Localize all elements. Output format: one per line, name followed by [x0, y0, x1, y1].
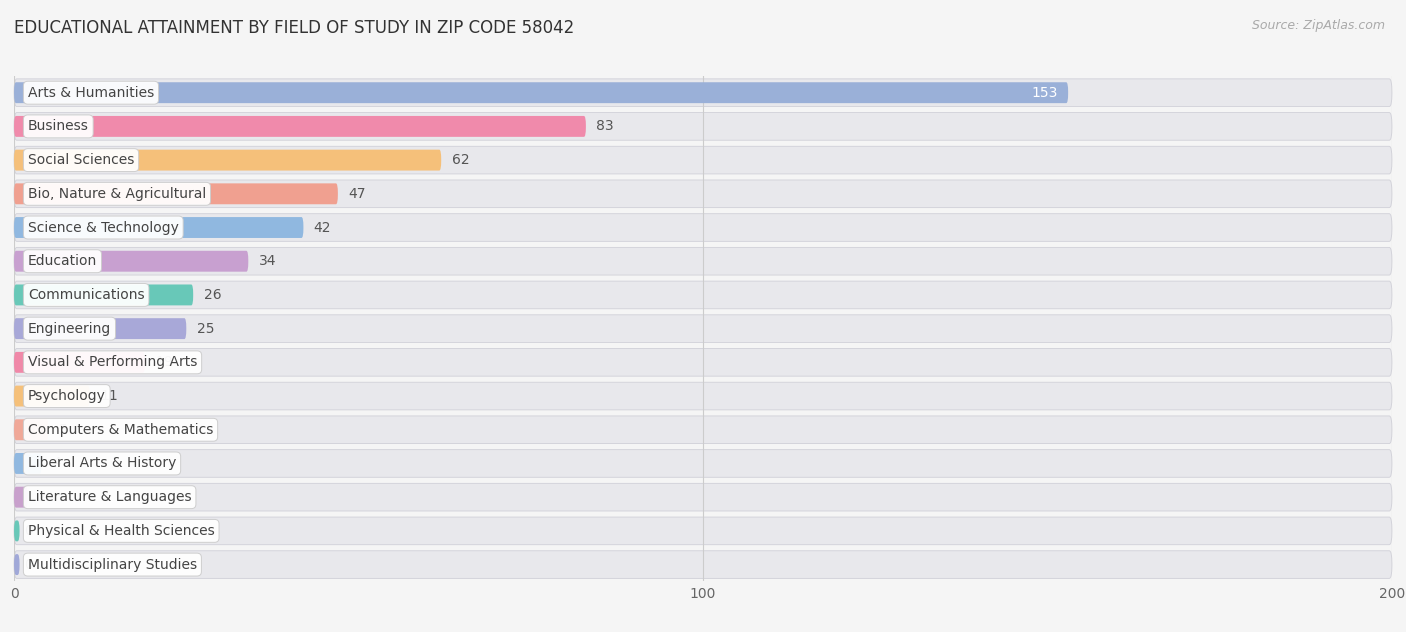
FancyBboxPatch shape [14, 348, 1392, 376]
FancyBboxPatch shape [14, 419, 48, 441]
FancyBboxPatch shape [14, 214, 1392, 241]
FancyBboxPatch shape [14, 146, 1392, 174]
Text: Source: ZipAtlas.com: Source: ZipAtlas.com [1251, 19, 1385, 32]
FancyBboxPatch shape [14, 116, 586, 137]
Text: Bio, Nature & Agricultural: Bio, Nature & Agricultural [28, 187, 207, 201]
Text: Engineering: Engineering [28, 322, 111, 336]
Text: 0: 0 [24, 524, 34, 538]
FancyBboxPatch shape [14, 217, 304, 238]
FancyBboxPatch shape [14, 520, 20, 542]
Text: 83: 83 [596, 119, 614, 133]
FancyBboxPatch shape [14, 315, 1392, 343]
FancyBboxPatch shape [14, 251, 249, 272]
Text: EDUCATIONAL ATTAINMENT BY FIELD OF STUDY IN ZIP CODE 58042: EDUCATIONAL ATTAINMENT BY FIELD OF STUDY… [14, 19, 574, 37]
FancyBboxPatch shape [14, 483, 1392, 511]
Text: 0: 0 [24, 557, 34, 571]
Text: Science & Technology: Science & Technology [28, 221, 179, 234]
Text: Education: Education [28, 254, 97, 268]
FancyBboxPatch shape [14, 180, 1392, 208]
Text: Computers & Mathematics: Computers & Mathematics [28, 423, 214, 437]
FancyBboxPatch shape [14, 318, 186, 339]
Text: 34: 34 [259, 254, 276, 268]
Text: 4: 4 [52, 456, 60, 470]
Text: 153: 153 [1032, 86, 1057, 100]
FancyBboxPatch shape [14, 247, 1392, 275]
FancyBboxPatch shape [14, 284, 193, 305]
FancyBboxPatch shape [14, 554, 20, 575]
Text: Literature & Languages: Literature & Languages [28, 490, 191, 504]
Text: Multidisciplinary Studies: Multidisciplinary Studies [28, 557, 197, 571]
FancyBboxPatch shape [14, 79, 1392, 107]
Text: Arts & Humanities: Arts & Humanities [28, 86, 155, 100]
FancyBboxPatch shape [14, 183, 337, 204]
Text: Liberal Arts & History: Liberal Arts & History [28, 456, 176, 470]
Text: 19: 19 [155, 355, 173, 369]
Text: 47: 47 [349, 187, 366, 201]
FancyBboxPatch shape [14, 386, 90, 406]
FancyBboxPatch shape [14, 453, 42, 474]
FancyBboxPatch shape [14, 382, 1392, 410]
FancyBboxPatch shape [14, 112, 1392, 140]
Text: 11: 11 [100, 389, 118, 403]
FancyBboxPatch shape [14, 82, 1069, 103]
Text: 42: 42 [314, 221, 332, 234]
Text: Physical & Health Sciences: Physical & Health Sciences [28, 524, 215, 538]
FancyBboxPatch shape [14, 487, 28, 507]
Text: Visual & Performing Arts: Visual & Performing Arts [28, 355, 197, 369]
Text: 5: 5 [59, 423, 67, 437]
FancyBboxPatch shape [14, 352, 145, 373]
Text: Psychology: Psychology [28, 389, 105, 403]
FancyBboxPatch shape [14, 150, 441, 171]
Text: 26: 26 [204, 288, 221, 302]
FancyBboxPatch shape [14, 416, 1392, 444]
Text: Business: Business [28, 119, 89, 133]
FancyBboxPatch shape [14, 281, 1392, 309]
Text: Communications: Communications [28, 288, 145, 302]
FancyBboxPatch shape [14, 449, 1392, 477]
Text: Social Sciences: Social Sciences [28, 153, 134, 167]
FancyBboxPatch shape [14, 550, 1392, 578]
Text: 62: 62 [451, 153, 470, 167]
FancyBboxPatch shape [14, 517, 1392, 545]
Text: 2: 2 [38, 490, 46, 504]
Text: 25: 25 [197, 322, 214, 336]
